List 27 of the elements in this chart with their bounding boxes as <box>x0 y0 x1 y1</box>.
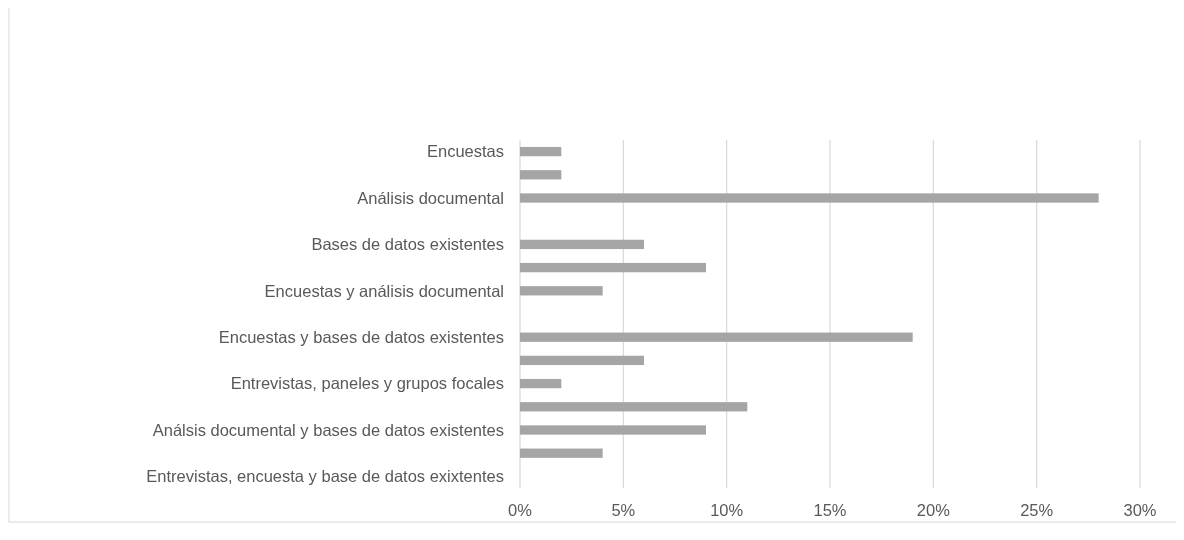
x-tick-label: 15% <box>813 501 847 519</box>
y-tick-label: Encuestas y bases de datos existentes <box>218 327 504 346</box>
bar <box>520 402 748 412</box>
y-tick-label: Análisis documental <box>357 188 504 207</box>
x-tick-label: 5% <box>611 501 636 519</box>
x-tick-label: 20% <box>916 501 951 519</box>
bar <box>520 146 562 157</box>
bar <box>520 425 706 435</box>
bar <box>520 332 913 342</box>
y-tick-label: Bases de datos existentes <box>311 235 504 254</box>
y-tick-label: Entrevistas, paneles y grupos focales <box>230 374 504 393</box>
y-tick-label: Análsis documental y bases de datos existentes <box>152 420 504 439</box>
bar <box>520 448 603 458</box>
x-tick-label: 0% <box>508 501 533 519</box>
x-tick-label: 25% <box>1020 501 1054 519</box>
bar <box>520 355 644 366</box>
y-tick-label: Encuestas y análisis documental <box>264 281 504 300</box>
x-tick-label: 30% <box>1123 501 1157 519</box>
bar <box>520 378 562 389</box>
bar <box>520 286 603 296</box>
x-tick-label: 10% <box>710 501 744 519</box>
bar <box>520 239 644 250</box>
y-tick-label: Encuestas <box>426 142 504 161</box>
bar <box>520 193 1099 203</box>
bar <box>520 262 706 273</box>
bar <box>520 170 562 180</box>
y-tick-label: Entrevistas, encuesta y base de datos exixtentes <box>146 467 504 486</box>
